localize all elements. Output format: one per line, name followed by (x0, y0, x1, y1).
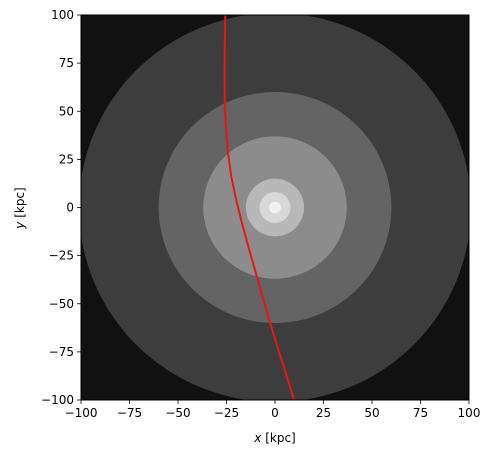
contour-level-5 (269, 201, 281, 214)
x-tick-label: −25 (214, 406, 239, 420)
x-axis-ticks: −100 −75 −50 −25 0 25 50 75 100 (65, 400, 481, 420)
y-tick-label: 100 (51, 8, 74, 22)
y-tick-label: 75 (59, 56, 74, 70)
x-tick-label: −50 (165, 406, 190, 420)
y-tick-label: 25 (59, 152, 74, 166)
y-tick-label: −100 (41, 393, 74, 407)
x-tick-label: −100 (65, 406, 98, 420)
x-tick-label: 50 (364, 406, 379, 420)
y-tick-label: 0 (66, 201, 74, 215)
plot-area (81, 15, 469, 400)
x-tick-label: 0 (271, 406, 279, 420)
y-tick-label: −25 (49, 249, 74, 263)
x-axis-label: x [kpc] (253, 431, 295, 445)
contour-levels (81, 15, 469, 400)
y-tick-label: 50 (59, 104, 74, 118)
x-tick-label: 75 (413, 406, 428, 420)
y-tick-label: −75 (49, 345, 74, 359)
x-tick-label: −75 (117, 406, 142, 420)
y-tick-label: −50 (49, 297, 74, 311)
y-axis-label: y [kpc] (13, 187, 27, 229)
y-axis-ticks: −100 −75 −50 −25 0 25 50 75 100 (41, 8, 81, 407)
series-layer (223, 15, 295, 400)
x-tick-label: 100 (458, 406, 481, 420)
x-tick-label: 25 (316, 406, 331, 420)
orbit-line-0 (223, 15, 295, 400)
